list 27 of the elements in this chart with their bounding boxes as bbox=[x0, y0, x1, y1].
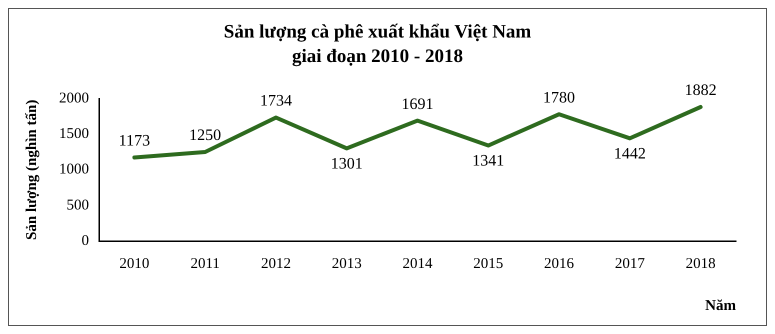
data-label: 1442 bbox=[614, 146, 646, 163]
chart-subtitle: giai đoạn 2010 - 2018 bbox=[292, 46, 464, 68]
y-tick-label: 500 bbox=[66, 197, 89, 214]
y-tick-label: 0 bbox=[82, 232, 89, 249]
data-label: 1173 bbox=[118, 132, 150, 150]
chart-title: Sản lượng cà phê xuất khẩu Việt Nam bbox=[224, 21, 532, 42]
y-tick-label: 1000 bbox=[59, 162, 89, 178]
x-tick-label: 2012 bbox=[260, 256, 291, 272]
data-label: 1250 bbox=[189, 127, 222, 144]
x-tick-label: 2014 bbox=[402, 256, 433, 272]
x-tick-label: 2011 bbox=[190, 256, 220, 272]
x-axis-title: Năm bbox=[705, 298, 737, 314]
x-tick-label: 2017 bbox=[614, 256, 646, 272]
x-tick-label: 2016 bbox=[544, 256, 575, 272]
y-tick-label: 2000 bbox=[59, 90, 89, 107]
y-tick-label: 1500 bbox=[59, 126, 89, 142]
x-tick-label: 2015 bbox=[473, 256, 504, 272]
y-axis-title: Sản lượng (nghìn tấn) bbox=[24, 100, 40, 240]
data-label: 1734 bbox=[260, 92, 292, 110]
data-label: 1882 bbox=[684, 82, 717, 100]
data-label: 1691 bbox=[402, 96, 434, 113]
data-label: 1341 bbox=[472, 152, 504, 170]
x-tick-label: 2018 bbox=[686, 256, 716, 272]
data-label: 1301 bbox=[330, 156, 363, 173]
x-tick-label: 2010 bbox=[119, 256, 150, 272]
data-label: 1780 bbox=[543, 89, 576, 106]
x-tick-label: 2013 bbox=[332, 256, 362, 272]
